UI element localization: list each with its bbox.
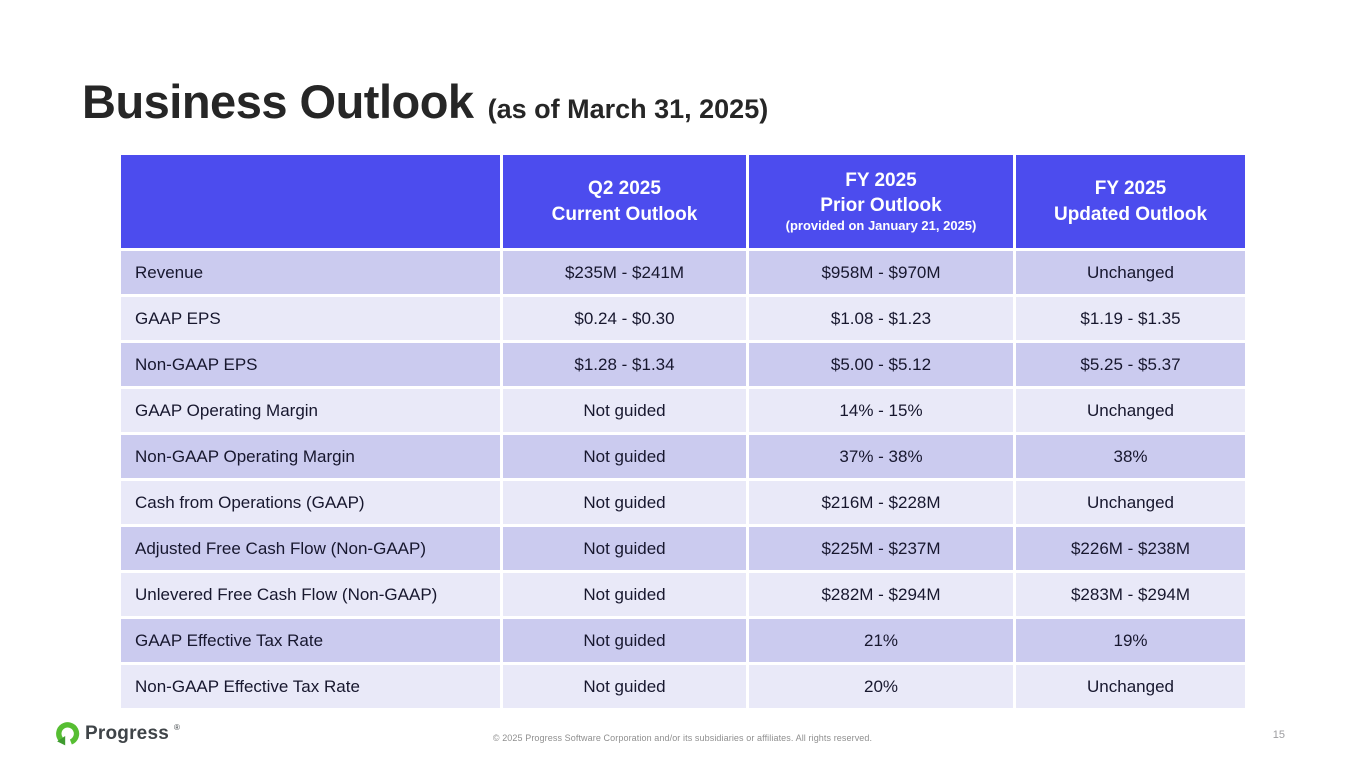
page-title: Business Outlook <box>82 75 474 128</box>
cell-prior-outlook: $958M - $970M <box>749 251 1013 294</box>
cell-updated-outlook: $5.25 - $5.37 <box>1016 343 1245 386</box>
row-label: GAAP EPS <box>121 297 500 340</box>
row-label: Non-GAAP Operating Margin <box>121 435 500 478</box>
cell-q2-outlook: $235M - $241M <box>503 251 746 294</box>
cell-q2-outlook: $1.28 - $1.34 <box>503 343 746 386</box>
row-label: Non-GAAP EPS <box>121 343 500 386</box>
cell-prior-outlook: $5.00 - $5.12 <box>749 343 1013 386</box>
page-subtitle: (as of March 31, 2025) <box>487 94 769 124</box>
column-header-fy-updated-outlook: FY 2025 Updated Outlook <box>1016 155 1245 248</box>
row-label: Unlevered Free Cash Flow (Non-GAAP) <box>121 573 500 616</box>
row-label: Revenue <box>121 251 500 294</box>
row-label: GAAP Operating Margin <box>121 389 500 432</box>
cell-updated-outlook: Unchanged <box>1016 481 1245 524</box>
cell-prior-outlook: $225M - $237M <box>749 527 1013 570</box>
cell-q2-outlook: Not guided <box>503 481 746 524</box>
cell-updated-outlook: $283M - $294M <box>1016 573 1245 616</box>
cell-updated-outlook: 19% <box>1016 619 1245 662</box>
column-header-note: (provided on January 21, 2025) <box>785 218 977 234</box>
cell-prior-outlook: 21% <box>749 619 1013 662</box>
column-header-line2: Updated Outlook <box>1053 203 1208 225</box>
row-label: Adjusted Free Cash Flow (Non-GAAP) <box>121 527 500 570</box>
row-label: Cash from Operations (GAAP) <box>121 481 500 524</box>
cell-q2-outlook: Not guided <box>503 619 746 662</box>
column-header-q2-current-outlook: Q2 2025 Current Outlook <box>503 155 746 248</box>
page-title-row: Business Outlook (as of March 31, 2025) <box>82 74 768 129</box>
column-header-line2: Prior Outlook <box>820 195 942 217</box>
outlook-table: Q2 2025 Current Outlook FY 2025 Prior Ou… <box>121 155 1245 708</box>
cell-prior-outlook: $1.08 - $1.23 <box>749 297 1013 340</box>
cell-prior-outlook: $282M - $294M <box>749 573 1013 616</box>
column-header-line1: FY 2025 <box>845 169 917 191</box>
column-header-empty <box>121 155 500 248</box>
cell-updated-outlook: 38% <box>1016 435 1245 478</box>
cell-q2-outlook: $0.24 - $0.30 <box>503 297 746 340</box>
cell-updated-outlook: Unchanged <box>1016 389 1245 432</box>
footer-logo: Progress ® <box>55 721 180 746</box>
cell-updated-outlook: Unchanged <box>1016 665 1245 708</box>
cell-prior-outlook: 14% - 15% <box>749 389 1013 432</box>
cell-prior-outlook: 20% <box>749 665 1013 708</box>
cell-q2-outlook: Not guided <box>503 527 746 570</box>
page-number: 15 <box>1272 729 1285 741</box>
cell-updated-outlook: Unchanged <box>1016 251 1245 294</box>
registered-trademark-mark: ® <box>173 723 180 732</box>
copyright-text: © 2025 Progress Software Corporation and… <box>492 733 873 743</box>
progress-logo-text: Progress <box>85 722 169 744</box>
row-label: GAAP Effective Tax Rate <box>121 619 500 662</box>
column-header-line1: Q2 2025 <box>588 178 661 200</box>
cell-q2-outlook: Not guided <box>503 435 746 478</box>
column-header-line2: Current Outlook <box>551 203 698 225</box>
cell-q2-outlook: Not guided <box>503 665 746 708</box>
cell-updated-outlook: $226M - $238M <box>1016 527 1245 570</box>
column-header-line1: FY 2025 <box>1094 178 1167 200</box>
cell-prior-outlook: 37% - 38% <box>749 435 1013 478</box>
cell-prior-outlook: $216M - $228M <box>749 481 1013 524</box>
column-header-fy-prior-outlook: FY 2025 Prior Outlook (provided on Janua… <box>749 155 1013 248</box>
cell-updated-outlook: $1.19 - $1.35 <box>1016 297 1245 340</box>
cell-q2-outlook: Not guided <box>503 389 746 432</box>
progress-logo-icon <box>56 722 80 746</box>
row-label: Non-GAAP Effective Tax Rate <box>121 665 500 708</box>
cell-q2-outlook: Not guided <box>503 573 746 616</box>
